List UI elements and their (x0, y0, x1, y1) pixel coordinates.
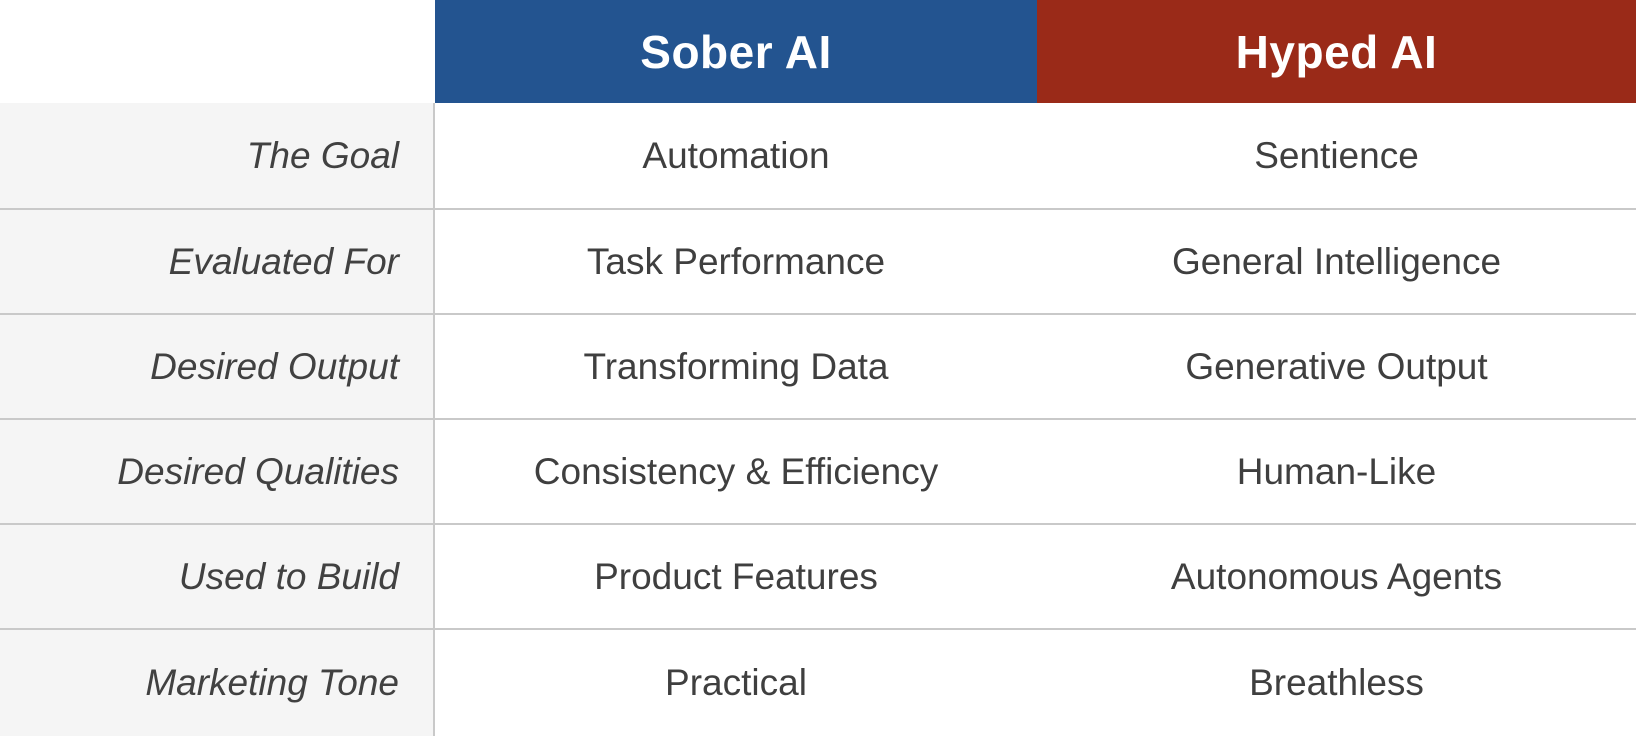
cell-sober-used-to-build: Product Features (435, 523, 1037, 628)
row-label-marketing-tone: Marketing Tone (0, 628, 435, 736)
row-label-evaluated-for: Evaluated For (0, 208, 435, 313)
column-header-hyped-ai: Hyped AI (1037, 0, 1636, 103)
row-label-the-goal: The Goal (0, 103, 435, 208)
row-label-desired-qualities: Desired Qualities (0, 418, 435, 523)
cell-hyped-evaluated-for: General Intelligence (1037, 208, 1636, 313)
cell-hyped-the-goal: Sentience (1037, 103, 1636, 208)
column-header-sober-ai-label: Sober AI (640, 25, 832, 78)
row-label-used-to-build: Used to Build (0, 523, 435, 628)
cell-hyped-used-to-build: Autonomous Agents (1037, 523, 1636, 628)
cell-sober-marketing-tone: Practical (435, 628, 1037, 736)
cell-hyped-desired-qualities: Human-Like (1037, 418, 1636, 523)
cell-sober-desired-qualities: Consistency & Efficiency (435, 418, 1037, 523)
cell-sober-evaluated-for: Task Performance (435, 208, 1037, 313)
cell-hyped-desired-output: Generative Output (1037, 313, 1636, 418)
corner-cell (0, 0, 435, 103)
cell-hyped-marketing-tone: Breathless (1037, 628, 1636, 736)
row-label-desired-output: Desired Output (0, 313, 435, 418)
cell-sober-desired-output: Transforming Data (435, 313, 1037, 418)
column-header-hyped-ai-label: Hyped AI (1235, 25, 1438, 78)
column-header-sober-ai: Sober AI (435, 0, 1037, 103)
cell-sober-the-goal: Automation (435, 103, 1037, 208)
